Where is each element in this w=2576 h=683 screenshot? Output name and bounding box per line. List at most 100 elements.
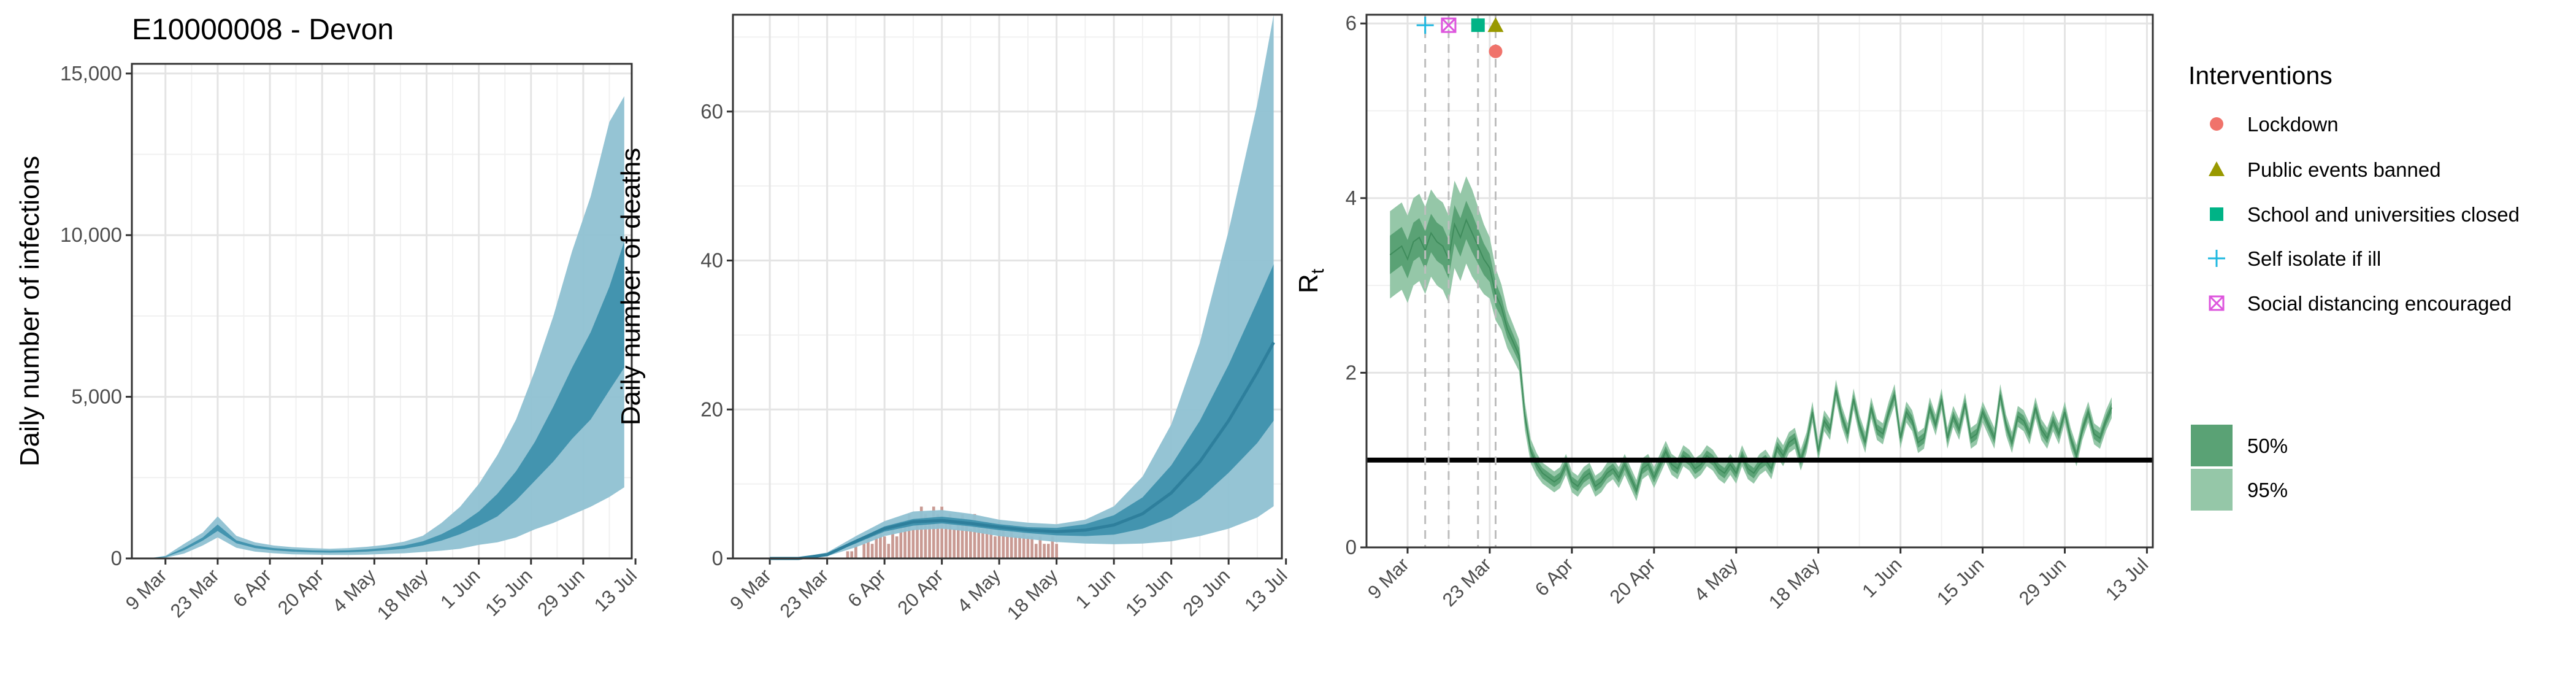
x-tick-label: 6 Apr <box>843 565 890 611</box>
band-95-infections <box>147 96 624 558</box>
x-tick-label: 4 May <box>953 565 1005 617</box>
x-tick-label: 13 Jul <box>2101 554 2152 604</box>
death-bar <box>1018 536 1022 559</box>
death-bar <box>849 550 854 559</box>
death-bar <box>911 528 916 559</box>
x-tick-label: 23 Mar <box>776 565 833 622</box>
legend-key-public-events <box>2209 161 2225 176</box>
x-tick-label: 29 Jun <box>533 565 589 620</box>
x-tick-label: 18 May <box>1765 554 1824 613</box>
x-tick-label: 9 Mar <box>726 565 775 614</box>
legend-label: Lockdown <box>2247 113 2339 136</box>
x-tick-label: 9 Mar <box>121 565 171 614</box>
intervention-marker-self-isolate <box>1416 17 1434 34</box>
band-95-deaths <box>770 15 1274 558</box>
legend-item: Public events banned <box>2209 158 2441 181</box>
x-tick-label: 1 Jun <box>1858 554 1906 601</box>
panel-rt: 9 Mar 23 Mar 6 Apr 20 Apr 4 May 18 May 1 Jun 15… <box>1294 12 2154 613</box>
y-tick-label: 0 <box>1346 536 1357 558</box>
median-line-deaths <box>770 341 1275 560</box>
y-tick-label: 0 <box>111 547 122 569</box>
legend-band-label: 95% <box>2247 479 2288 501</box>
death-bar <box>1042 543 1046 559</box>
x-tick-label: 13 Jul <box>590 565 641 615</box>
y-tick-label: 4 <box>1346 187 1357 209</box>
y-axis-label-deaths: Daily number of deaths <box>616 148 646 425</box>
legend-key-school <box>2210 207 2223 221</box>
legend-label: Self isolate if ill <box>2247 247 2381 270</box>
y-axis-label-subscript: t <box>1308 268 1328 274</box>
legend-key-social-distancing <box>2209 295 2225 311</box>
page-title: E10000008 - Devon <box>132 14 394 46</box>
legend-key-self-isolate <box>2208 250 2225 267</box>
x-tick-label: 18 May <box>373 565 432 624</box>
y-tick-label: 6 <box>1346 12 1357 34</box>
y-axis-label-rt: Rt <box>1294 268 1328 293</box>
y-tick-label: 15,000 <box>60 62 122 85</box>
x-tick-label: 20 Apr <box>893 565 947 619</box>
x-tick-label: 4 May <box>1690 554 1742 606</box>
y-tick-label: 5,000 <box>71 385 122 408</box>
legend-band-key <box>2191 469 2233 511</box>
x-tick-label: 29 Jun <box>1179 565 1235 620</box>
legend-label: Social distancing encouraged <box>2247 292 2512 315</box>
panel-border <box>732 14 1283 560</box>
death-bar <box>870 543 875 559</box>
y-tick-label: 10,000 <box>60 223 122 246</box>
rt-median-line <box>1389 218 2112 493</box>
death-bar <box>968 528 973 559</box>
x-tick-label: 15 Jun <box>1121 565 1177 620</box>
panel-border <box>1365 14 2154 549</box>
death-bar <box>952 528 957 559</box>
legend-item: School and universities closed <box>2210 203 2520 226</box>
x-tick-label: 23 Mar <box>166 565 223 622</box>
intervention-marker-social-distancing <box>1441 17 1457 33</box>
death-bar <box>1013 536 1018 559</box>
y-tick-label: 2 <box>1346 361 1357 384</box>
x-tick-label: 1 Jun <box>436 565 484 612</box>
legend-label: Public events banned <box>2247 158 2441 181</box>
legend-title: Interventions <box>2188 61 2333 90</box>
panel-border <box>131 63 633 560</box>
death-bar <box>1005 536 1010 559</box>
legend-item: Social distancing encouraged <box>2209 292 2512 315</box>
death-bar <box>1025 536 1030 559</box>
death-bar <box>993 536 997 559</box>
death-bar <box>1046 543 1051 559</box>
legend-band-label: 50% <box>2247 434 2288 457</box>
y-tick-label: 0 <box>712 547 723 569</box>
intervention-marker-lockdown <box>1489 44 1503 58</box>
x-tick-label: 20 Apr <box>1606 554 1660 608</box>
x-tick-label: 23 Mar <box>1438 554 1495 611</box>
legend-band-key <box>2191 425 2233 466</box>
x-tick-label: 20 Apr <box>274 565 328 619</box>
x-tick-label: 1 Jun <box>1071 565 1119 612</box>
death-bar <box>1054 543 1059 559</box>
y-tick-label: 40 <box>700 249 723 272</box>
legend-label: School and universities closed <box>2247 203 2520 226</box>
death-bar <box>882 536 887 559</box>
x-tick-label: 6 Apr <box>229 565 275 611</box>
y-axis-label-infections: Daily number of infections <box>15 156 45 466</box>
intervention-marker-school <box>1471 18 1485 33</box>
death-bar <box>1033 543 1038 559</box>
legend-item: Self isolate if ill <box>2208 247 2381 270</box>
y-tick-label: 60 <box>700 100 723 123</box>
death-bar <box>862 543 867 559</box>
legend: Interventions Lockdown Public events banne… <box>2188 61 2520 511</box>
death-bar <box>894 536 899 559</box>
x-tick-label: 18 May <box>1003 565 1062 624</box>
band-50-rt <box>1390 201 2112 496</box>
x-tick-label: 15 Jun <box>481 565 537 620</box>
x-tick-label: 9 Mar <box>1363 554 1413 603</box>
x-tick-label: 6 Apr <box>1531 554 1577 600</box>
death-bar <box>886 543 891 559</box>
death-bar <box>845 550 850 559</box>
legend-key-lockdown <box>2210 117 2223 131</box>
x-tick-label: 15 Jun <box>1933 554 1988 609</box>
intervention-marker-public-events <box>1487 17 1504 33</box>
legend-item: Lockdown <box>2210 113 2339 136</box>
